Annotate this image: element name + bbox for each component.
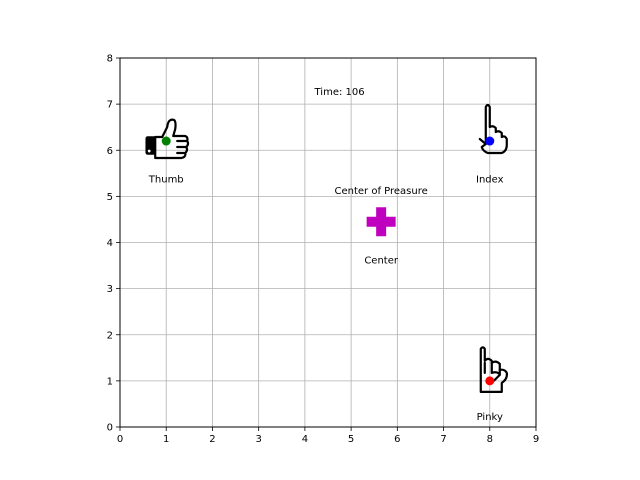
pinky-hand-icon: [479, 346, 509, 393]
y-tick-label: 5: [107, 192, 113, 203]
center-label: Center: [364, 255, 399, 266]
time-annotation: Time: 106: [314, 87, 365, 98]
finger-label: Pinky: [477, 412, 503, 423]
x-tick-label: 6: [394, 434, 400, 445]
y-axis: 0 1 2 3 4 5 6 7 8: [107, 54, 120, 434]
x-tick-label: 4: [302, 434, 308, 445]
x-tick-label: 9: [533, 434, 539, 445]
y-tick-label: 6: [107, 146, 113, 157]
finger-point: [485, 136, 495, 146]
finger-label: Index: [476, 175, 504, 186]
y-tick-label: 8: [107, 54, 113, 65]
x-tick-label: 8: [487, 434, 493, 445]
thumbs-up-icon: [145, 118, 190, 160]
x-tick-label: 3: [255, 434, 261, 445]
x-tick-label: 5: [348, 434, 354, 445]
y-tick-label: 1: [107, 376, 113, 387]
center-of-pressure-marker: [366, 207, 396, 237]
finger-icons: [145, 103, 509, 393]
y-tick-label: 2: [107, 330, 113, 341]
finger-point: [161, 136, 171, 146]
pointing-up-hand-icon: [478, 103, 508, 155]
finger-point: [485, 376, 495, 386]
x-tick-label: 0: [117, 434, 123, 445]
center-of-pressure-label: Center of Preasure: [335, 186, 428, 197]
data-marks: Thumb Index Pinky Center of Preasure Center: [148, 136, 504, 423]
y-tick-label: 4: [107, 238, 113, 249]
x-tick-label: 7: [440, 434, 446, 445]
x-tick-label: 2: [209, 434, 215, 445]
y-tick-label: 7: [107, 100, 113, 111]
y-tick-label: 0: [107, 423, 113, 434]
x-tick-label: 1: [163, 434, 169, 445]
finger-label: Thumb: [148, 175, 184, 186]
x-axis: 0 1 2 3 4 5 6 7 8 9: [117, 427, 539, 445]
y-tick-label: 3: [107, 284, 113, 295]
